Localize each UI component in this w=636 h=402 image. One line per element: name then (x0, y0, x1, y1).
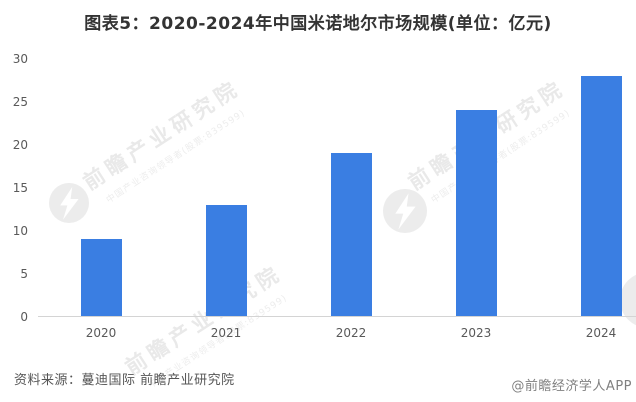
bar-2023 (455, 110, 497, 317)
y-axis-tick-label: 5 (20, 266, 28, 281)
x-axis-line (38, 316, 636, 317)
y-axis-tick-label: 20 (12, 137, 28, 152)
y-axis-tick-label: 10 (12, 223, 28, 238)
bar-2021 (205, 204, 247, 317)
y-axis-tick-label: 25 (12, 94, 28, 109)
y-axis-tick-label: 30 (12, 51, 28, 66)
x-axis-label-2023: 2023 (460, 326, 492, 340)
x-axis-label-2024: 2024 (585, 326, 617, 340)
credit-note: @前瞻经济学人APP (511, 379, 632, 394)
x-axis-label-2021: 2021 (210, 326, 242, 340)
bar-2020 (80, 239, 122, 317)
chart-title: 图表5：2020-2024年中国米诺地尔市场规模(单位：亿元) (84, 14, 552, 34)
bar-2022 (330, 153, 372, 317)
source-note: 资料来源：蔓迪国际 前瞻产业研究院 (14, 373, 235, 388)
x-axis-label-2020: 2020 (85, 326, 117, 340)
y-axis-tick-label: 0 (20, 309, 28, 324)
y-axis-tick-label: 15 (12, 180, 28, 195)
bar-2024 (580, 75, 622, 317)
x-axis-label-2022: 2022 (335, 326, 367, 340)
